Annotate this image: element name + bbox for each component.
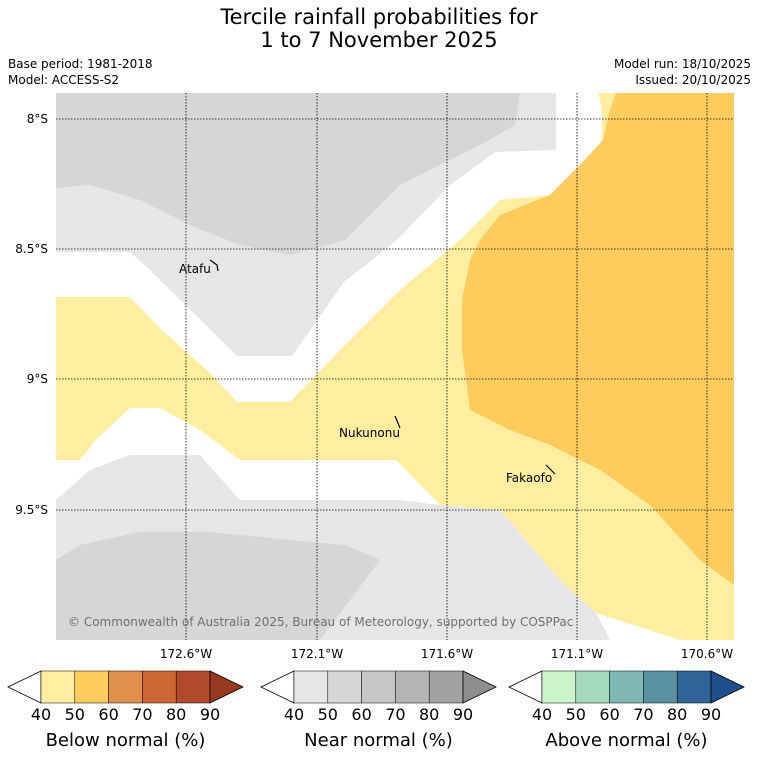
place-fakaofo: Fakaofo <box>506 471 552 485</box>
issued-date: Issued: 20/10/2025 <box>635 73 751 87</box>
colorbar-extend-high <box>462 670 497 704</box>
colorbar-tick-label: 90 <box>452 705 474 724</box>
colorbar-segment <box>575 670 610 704</box>
colorbar-segment <box>293 670 329 704</box>
nukunonu-mark <box>394 415 401 429</box>
atafu-mark <box>209 259 219 272</box>
colorbar-near <box>260 670 497 704</box>
colorbar-extend-high <box>209 670 244 704</box>
lat-label-9-5s: 9.5°S <box>15 503 48 517</box>
gridlines <box>56 93 734 640</box>
lon-label-171-6w: 171.6°W <box>421 647 473 661</box>
colorbar-segment <box>74 670 109 704</box>
model-name: Model: ACCESS-S2 <box>8 73 120 87</box>
colorbar-tick-label: 40 <box>30 705 52 724</box>
region-near-50-north <box>56 93 520 255</box>
colorbar-segment <box>108 670 143 704</box>
copyright: © Commonwealth of Australia 2025, Bureau… <box>68 615 573 629</box>
lon-label-170-6w: 170.6°W <box>681 647 733 661</box>
colorbar-tick-label: 90 <box>700 705 722 724</box>
colorbar-tick-label: 90 <box>199 705 221 724</box>
title-line-1: Tercile rainfall probabilities for <box>220 5 538 29</box>
fakaofo-mark <box>545 464 556 475</box>
colorbar-extend-high <box>710 670 745 704</box>
colorbar-tick-label: 40 <box>283 705 305 724</box>
colorbar-extend-low <box>7 670 42 704</box>
colorbar-title: Near normal (%) <box>304 730 453 751</box>
region-below-50 <box>462 93 734 585</box>
lon-label-171-1w: 171.1°W <box>551 647 603 661</box>
colorbar-tick-label: 80 <box>166 705 187 724</box>
colorbar-above <box>508 670 745 704</box>
colorbar-tick-label: 70 <box>385 705 406 724</box>
lat-label-8s: 8°S <box>27 112 48 126</box>
colorbar-segment <box>142 670 177 704</box>
colorbar-extend-low <box>260 670 295 704</box>
colorbar-segment <box>428 670 464 704</box>
colorbar-tick-label: 70 <box>132 705 153 724</box>
colorbar-segment <box>643 670 678 704</box>
colorbar-tick-label: 40 <box>531 705 553 724</box>
base-period: Base period: 1981-2018 <box>8 57 153 71</box>
colorbar-below <box>7 670 244 704</box>
colorbar-segment <box>395 670 430 704</box>
colorbar-tick-label: 80 <box>419 705 440 724</box>
colorbar-tick-label: 60 <box>599 705 620 724</box>
colorbar-title: Above normal (%) <box>545 730 708 751</box>
place-atafu: Atafu <box>179 262 211 276</box>
colorbar-tick-label: 70 <box>633 705 654 724</box>
colorbar-tick-label: 60 <box>98 705 119 724</box>
colorbar-segment <box>175 670 211 704</box>
colorbar-segment <box>327 670 362 704</box>
colorbar-tick-label: 50 <box>317 705 338 724</box>
colorbar-extend-low <box>508 670 543 704</box>
colorbar-segment <box>361 670 396 704</box>
lat-label-8-5s: 8.5°S <box>15 242 48 256</box>
colorbar-title: Below normal (%) <box>45 730 206 751</box>
lon-label-172-1w: 172.1°W <box>291 647 343 661</box>
colorbar-segment <box>541 670 577 704</box>
colorbar-tick-label: 50 <box>565 705 586 724</box>
lat-label-9s: 9°S <box>27 372 48 386</box>
colorbar-segment <box>40 670 76 704</box>
colorbar-tick-label: 50 <box>64 705 85 724</box>
colorbar-segment <box>609 670 644 704</box>
title-line-2: 1 to 7 November 2025 <box>260 28 498 52</box>
place-nukunonu: Nukunonu <box>339 426 400 440</box>
model-run: Model run: 18/10/2025 <box>613 57 751 71</box>
colorbar-tick-label: 60 <box>351 705 372 724</box>
lon-label-172-6w: 172.6°W <box>160 647 212 661</box>
colorbar-tick-label: 80 <box>667 705 688 724</box>
colorbar-segment <box>676 670 712 704</box>
region-near-50-south <box>56 532 380 640</box>
